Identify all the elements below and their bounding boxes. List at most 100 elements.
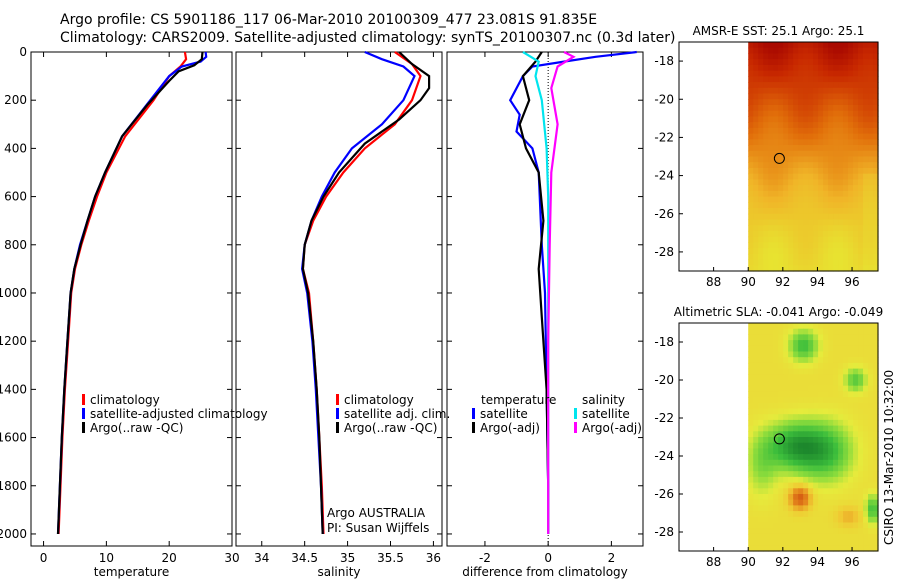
sst_map-cell [758,82,764,89]
sla_map-cell [843,328,849,335]
sst_map-cell [773,53,779,60]
sla_map-cell [808,334,814,341]
sst_map-cell [783,248,789,255]
sst_map-cell [813,116,819,123]
sst_map-cell [783,253,789,261]
sla_map-cell [778,465,784,472]
sla_map-cell [783,380,789,387]
sla_map-cell [828,499,834,506]
sst_map-xtick-label: 88 [706,275,721,289]
sla_map-cell [783,431,789,438]
sla_map-cell [828,545,834,552]
sla_map-cell [843,408,849,415]
sla_map-cell [783,482,789,489]
sst_map-cell [793,104,799,112]
sst_map-cell [823,93,829,100]
sst_map-cell [778,179,784,186]
sst_map-cell [873,213,879,221]
sst_map-cell [838,167,844,175]
sst_map-cell [773,259,779,266]
sla_map-cell [778,505,784,512]
sst_map-cell [873,162,879,169]
sla_map-cell [758,431,764,438]
sla_map-cell [748,362,754,370]
sla_map-cell [853,539,859,546]
sst_map-cell [818,219,824,226]
sst_map-cell [868,230,874,238]
sst_map-cell [818,190,824,198]
salinity-axes-frame [235,51,443,547]
sla_map-cell [833,362,839,370]
sst_map-cell [858,196,864,203]
sla_map-cell [833,328,839,335]
sst_map-cell [753,213,759,221]
sst_map-cell [858,253,864,261]
sla_map-cell [838,442,844,449]
sst_map-cell [818,225,824,232]
sst_map-cell [778,82,784,89]
sst_map-cell [778,248,784,255]
sla_map-cell [788,425,794,432]
sla_map-cell [868,419,874,427]
sla_map-cell [838,340,844,347]
sst_map-cell [783,202,789,209]
sla_map-cell [848,448,854,455]
sla_map-cell [858,334,864,341]
sst_map-cell [873,150,879,158]
sst_map-cell [798,253,804,261]
sla_map-cell [768,505,774,512]
sla_map-cell [773,465,779,472]
sst_map-cell [808,139,814,146]
sst_map-cell [763,133,769,140]
sst_map-cell [753,87,759,95]
sst_map-cell [838,93,844,100]
sla_map-cell [833,425,839,432]
sst_map-cell [828,219,834,226]
sst_map-cell [748,156,754,163]
sla_map-cell [778,528,784,535]
sst_map-cell [858,213,864,221]
sla_map-cell [773,494,779,501]
sst_map-cell [813,248,819,255]
sst_map-cell [763,253,769,261]
sst_map-argo-marker [773,152,785,164]
sla_map-cell [823,380,829,387]
sla_map-cell [863,328,869,335]
sst_map-cell [833,93,839,100]
sst_map-cell [758,99,764,106]
sla_map-cell [813,323,819,330]
sla_map-cell [873,533,879,541]
sla_map-cell [783,499,789,506]
sla_map-cell [843,345,849,353]
sla_map-cell [813,328,819,335]
sla_map-cell [748,397,754,404]
sst_map-cell [868,179,874,186]
sst_map-cell [753,248,759,255]
sst_map-cell [773,139,779,146]
sla_map-cell [838,528,844,535]
sst_map-cell [828,173,834,180]
sla_map-cell [838,323,844,330]
sst_map-cell [768,150,774,158]
sla_map-cell [778,391,784,398]
sla_map-cell [853,454,859,461]
sst_map-cell [868,82,874,89]
sla_map-cell [823,328,829,335]
sst_map-cell [758,265,764,272]
sst_map-cell [773,145,779,152]
sst_map-cell [788,93,794,100]
sst_map-cell [853,70,859,77]
sla_map-cell [833,533,839,541]
sst_map-cell [863,53,869,60]
sst_map-cell [783,225,789,232]
salinity-series-line [301,51,431,535]
sst_map-cell [853,248,859,255]
sla_map-cell [848,397,854,404]
sla_map-cell [858,539,864,546]
sst_map-cell [793,248,799,255]
sla_map-cell [858,419,864,427]
sla_map-cell [793,465,799,472]
sla_map-cell [868,528,874,535]
sst_map-cell [773,253,779,261]
sla_map-cell [823,516,829,524]
